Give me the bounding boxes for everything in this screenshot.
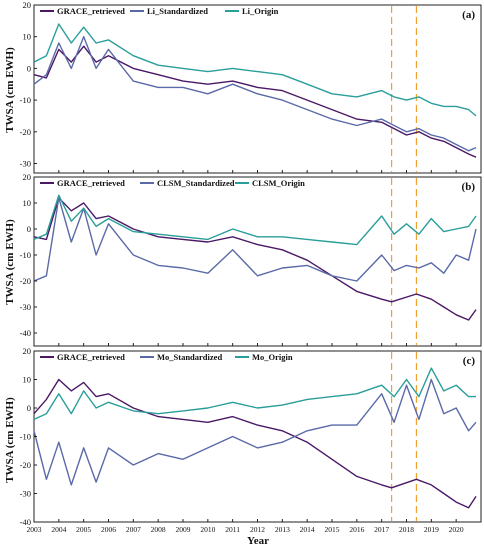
x-tick-label: 2010 (200, 525, 215, 534)
text-labels: -30 -20 -10 0 10 20 (a) GRACE_retrieved Li_Stand… (20, 0, 476, 534)
legend-label: GRACE_retrieved (57, 178, 125, 188)
x-tick-label: 2020 (449, 525, 464, 534)
panel-frame (33, 350, 482, 523)
y-tick-label: -30 (20, 302, 31, 312)
legend-label: GRACE_retrieved (57, 6, 125, 16)
x-tick-label: 2006 (101, 525, 116, 534)
y-tick-label: 10 (23, 198, 32, 208)
y-tick-label: -10 (20, 250, 31, 260)
y-tick-label: 20 (23, 346, 32, 356)
y-tick-label: -10 (20, 432, 31, 442)
y-tick-label: -40 (20, 328, 31, 338)
series-line (33, 45, 477, 158)
legend-label: Li_Standardized (147, 6, 208, 16)
x-tick-label: 2007 (126, 525, 141, 534)
y-tick-label: 20 (23, 172, 32, 182)
legend-label: CLSM_Origin (252, 178, 305, 188)
y-tick-label: 10 (23, 375, 32, 385)
axis-ticks (33, 4, 457, 523)
x-tick-label: 2015 (325, 525, 340, 534)
y-axis-title: TWSA (cm EWH) (4, 397, 16, 483)
legend-label: CLSM_Standardized (157, 178, 235, 188)
x-tick-label: 2018 (399, 525, 414, 534)
series-line (33, 197, 477, 321)
y-tick-label: 20 (23, 0, 32, 10)
x-tick-label: 2016 (349, 525, 364, 534)
panel-label: (b) (462, 181, 476, 193)
x-axis-title: Year (247, 535, 269, 547)
y-tick-label: 10 (23, 32, 32, 42)
y-axis-title: TWSA (cm EWH) (4, 47, 16, 133)
legend-label: Li_Origin (242, 6, 279, 16)
x-tick-label: 2017 (374, 525, 389, 534)
y-tick-label: -30 (20, 158, 31, 168)
series-lines (33, 23, 477, 509)
x-tick-label: 2005 (76, 525, 91, 534)
series-line (33, 36, 477, 152)
y-tick-label: 0 (27, 224, 31, 234)
panel-frame (33, 176, 482, 347)
panel-frame (33, 4, 482, 174)
x-tick-label: 2014 (300, 525, 315, 534)
y-tick-label: -20 (20, 460, 31, 470)
x-tick-label: 2019 (424, 525, 439, 534)
dashed-markers (391, 6, 418, 521)
series-line (33, 23, 477, 117)
y-tick-label: -20 (20, 127, 31, 137)
y-tick-label: -20 (20, 276, 31, 286)
y-axis-title: TWSA (cm EWH) (4, 219, 16, 305)
x-tick-label: 2012 (250, 525, 265, 534)
y-tick-label: 0 (27, 63, 31, 73)
y-tick-label: -10 (20, 95, 31, 105)
series-line (33, 197, 477, 282)
x-tick-label: 2011 (225, 525, 240, 534)
y-tick-label: -40 (20, 517, 31, 527)
series-line (33, 378, 477, 486)
panel-frames (33, 4, 482, 523)
x-tick-label: 2008 (151, 525, 166, 534)
panel-label: (a) (462, 9, 475, 21)
y-tick-label: 0 (27, 403, 31, 413)
x-tick-label: 2013 (275, 525, 290, 534)
legend-label: GRACE_retrieved (57, 352, 125, 362)
x-tick-label: 2009 (176, 525, 191, 534)
x-tick-label: 2003 (27, 525, 42, 534)
legend-label: Mo_Origin (252, 352, 293, 362)
series-line (33, 194, 477, 246)
x-tick-label: 2004 (51, 525, 66, 534)
series-line (33, 378, 477, 509)
legend-label: Mo_Standardized (157, 352, 222, 362)
series-line (33, 367, 476, 421)
y-tick-label: -30 (20, 489, 31, 499)
panel-label: (c) (463, 355, 476, 367)
